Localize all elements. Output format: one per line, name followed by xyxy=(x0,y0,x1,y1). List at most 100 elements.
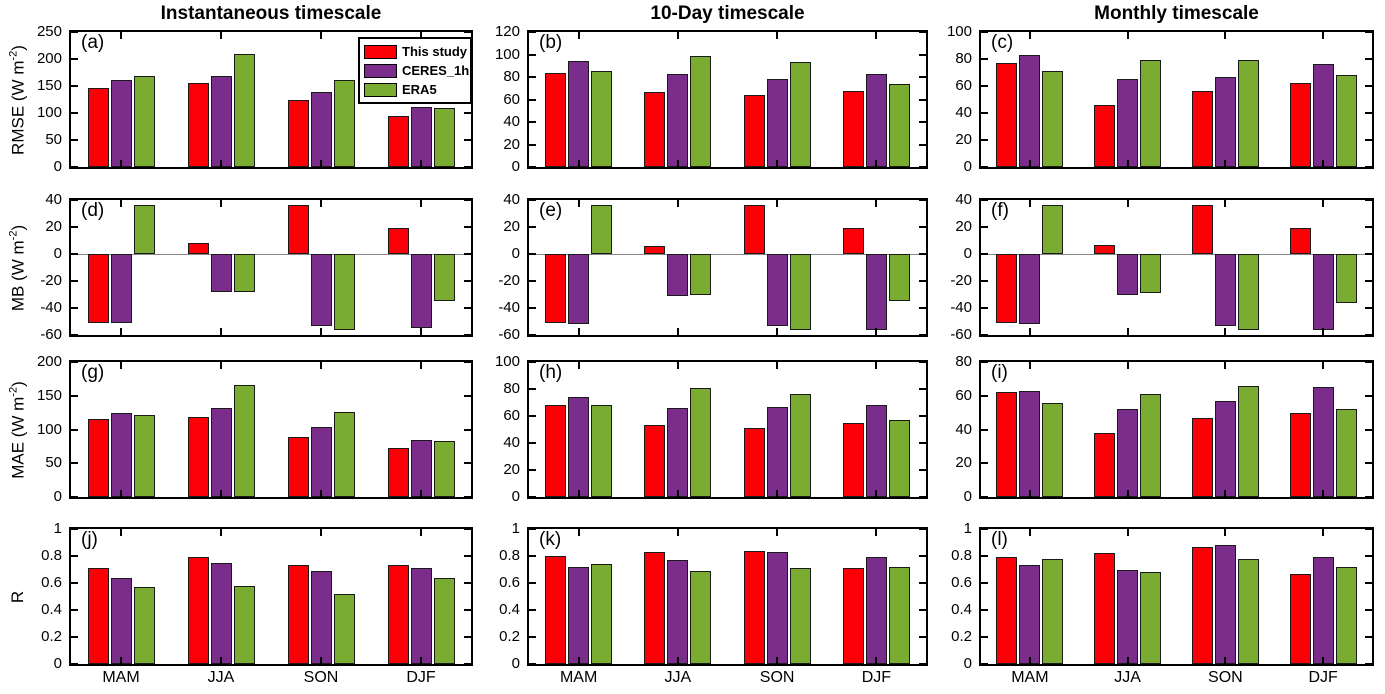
y-tick-mark xyxy=(464,582,471,584)
y-tick-label: 0 xyxy=(53,655,62,672)
y-tick-label: 80 xyxy=(503,380,520,397)
panel-k: (k) xyxy=(527,527,928,666)
bar-ceres-1h-djf xyxy=(865,557,887,664)
y-tick-label: 50 xyxy=(45,131,62,148)
x-tick-mark xyxy=(420,200,422,207)
y-tick-mark xyxy=(71,462,78,465)
x-tick-mark xyxy=(577,490,580,497)
y-tick-mark xyxy=(464,226,471,228)
x-tick-mark xyxy=(875,32,878,39)
y-tick-label: -20 xyxy=(498,272,520,289)
legend-entry: This study xyxy=(364,42,467,61)
bar-this-study-djf xyxy=(387,116,409,167)
bar-era5-mam xyxy=(591,564,613,664)
x-tick-mark xyxy=(220,529,222,536)
y-tick-label: 100 xyxy=(494,353,520,370)
bar-ceres-1h-jja xyxy=(210,254,232,292)
y-tick-label: 60 xyxy=(503,90,520,108)
y-tick-label: 0.4 xyxy=(951,601,972,618)
y-axis-title-mb: MB (W m-2) xyxy=(0,198,36,337)
y-tick-mark xyxy=(1365,58,1372,60)
y-tick-mark xyxy=(981,528,988,530)
y-tick-mark xyxy=(529,582,536,584)
y-tick-mark xyxy=(464,555,471,557)
x-tick-mark xyxy=(776,362,779,369)
y-tick-label: -40 xyxy=(950,299,972,316)
bar-era5-mam xyxy=(133,76,155,167)
bar-this-study-jja xyxy=(187,82,209,167)
bar-ceres-1h-son xyxy=(310,426,332,497)
bar-this-study-son xyxy=(743,428,765,497)
x-tick-mark xyxy=(1028,160,1031,167)
y-tick-mark xyxy=(464,280,471,282)
y-tick-label: 40 xyxy=(503,434,520,451)
y-tick-mark xyxy=(1365,253,1372,255)
x-tick-mark xyxy=(1224,362,1227,369)
x-tick-mark xyxy=(577,529,580,536)
x-tick-mark xyxy=(320,657,322,664)
x-tick-mark xyxy=(120,32,122,39)
y-tick-label: 150 xyxy=(36,386,62,404)
x-tick-mark xyxy=(676,160,679,167)
y-tick-label: 0.2 xyxy=(41,628,62,645)
x-tick-mark xyxy=(1322,529,1325,536)
y-tick-mark xyxy=(71,280,78,282)
x-tick-mark xyxy=(577,328,580,335)
x-tick-mark xyxy=(1126,328,1129,335)
y-tick-label: 0.4 xyxy=(41,601,62,618)
x-tick-mark xyxy=(120,657,122,664)
bar-era5-mam xyxy=(133,587,155,664)
x-tick-mark xyxy=(577,200,580,207)
y-tick-mark xyxy=(529,253,536,255)
x-tick-label-son: SON xyxy=(303,669,339,686)
bar-this-study-jja xyxy=(644,551,666,664)
y-tick-mark xyxy=(71,555,78,557)
bar-ceres-1h-son xyxy=(766,79,788,167)
x-tick-mark xyxy=(1322,160,1325,167)
bar-ceres-1h-son xyxy=(1214,545,1236,664)
y-tick-mark xyxy=(1365,394,1372,397)
bar-era5-son xyxy=(1237,385,1259,497)
bar-era5-djf xyxy=(433,254,455,302)
bar-ceres-1h-son xyxy=(310,254,332,326)
x-tick-mark xyxy=(577,657,580,664)
y-tick-mark xyxy=(1365,462,1372,465)
y-tick-mark xyxy=(529,663,536,665)
bar-era5-son xyxy=(333,79,355,167)
y-tick-label: 0 xyxy=(511,488,520,505)
x-tick-label-mam: MAM xyxy=(102,669,140,686)
bar-ceres-1h-son xyxy=(1214,254,1236,326)
y-tick-label: 0 xyxy=(963,655,972,672)
x-tick-mark xyxy=(220,490,222,497)
bar-this-study-mam xyxy=(996,557,1018,664)
panel-label: (l) xyxy=(991,529,1008,550)
y-tick-mark xyxy=(981,226,988,228)
bar-this-study-mam xyxy=(545,254,567,323)
y-tick-mark xyxy=(981,85,988,87)
x-tick-mark xyxy=(577,160,580,167)
y-tick-mark xyxy=(71,85,78,87)
y-tick-mark xyxy=(919,663,926,665)
bar-era5-jja xyxy=(690,254,712,295)
x-tick-mark xyxy=(220,362,222,369)
bar-this-study-djf xyxy=(842,422,864,497)
y-tick-mark xyxy=(1365,280,1372,282)
y-tick-mark xyxy=(71,166,78,168)
x-tick-mark xyxy=(1224,32,1227,39)
y-tick-mark xyxy=(919,442,926,444)
x-tick-mark xyxy=(1126,160,1129,167)
y-tick-mark xyxy=(464,199,471,201)
bar-ceres-1h-djf xyxy=(865,405,887,497)
y-tick-label: -60 xyxy=(40,326,62,343)
x-tick-mark xyxy=(120,200,122,207)
bar-ceres-1h-djf xyxy=(1312,254,1334,330)
bar-era5-djf xyxy=(1335,409,1357,497)
y-tick-mark xyxy=(529,361,536,363)
x-tick-mark xyxy=(875,160,878,167)
y-tick-mark xyxy=(919,609,926,611)
y-tick-mark xyxy=(1365,334,1372,336)
x-tick-mark xyxy=(1224,529,1227,536)
bar-this-study-djf xyxy=(387,228,409,254)
y-tick-label: 100 xyxy=(36,104,62,121)
